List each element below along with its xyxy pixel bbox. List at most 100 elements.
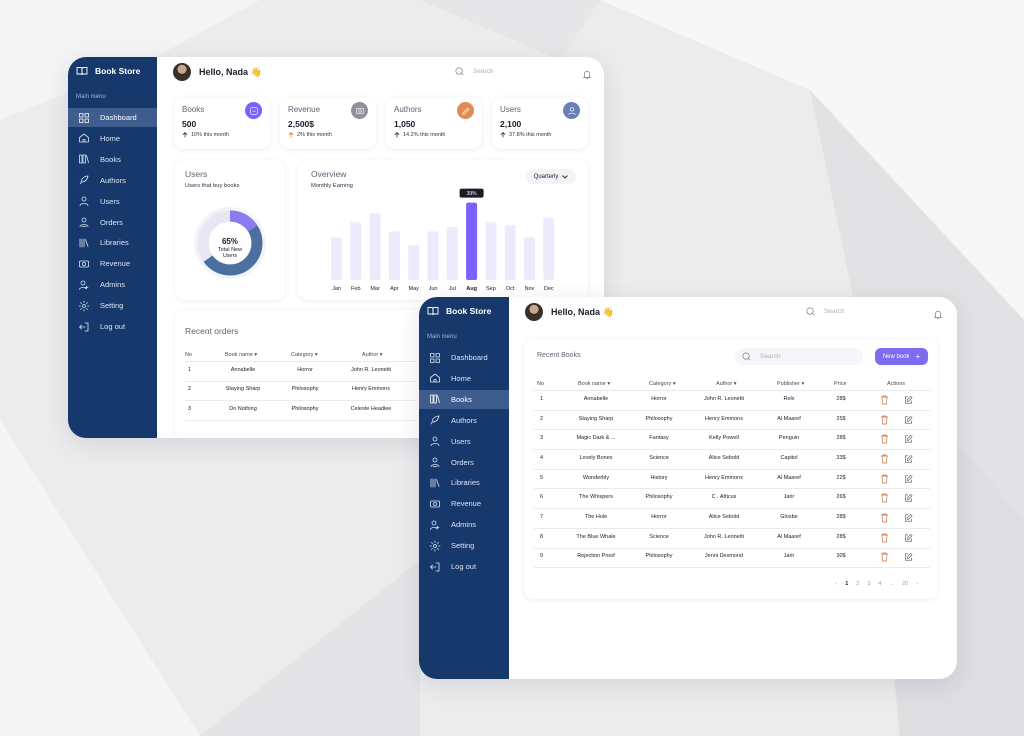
bar-jan[interactable] — [331, 237, 342, 281]
edit-icon[interactable] — [904, 493, 913, 503]
bell-icon[interactable] — [582, 67, 592, 79]
sidebar-item-books[interactable]: Books — [68, 150, 157, 169]
table-row[interactable]: 5 Wonderbly History Henry Emmons Al Maaref 22… — [534, 469, 930, 490]
stat-card-books[interactable]: Books 500 10% this month — [174, 97, 270, 149]
table-row[interactable]: 9 Rejection Proof Philosophy Jenni Desmond J… — [534, 548, 930, 569]
trash-icon[interactable] — [880, 493, 889, 503]
period-dropdown[interactable]: Quarterly — [526, 169, 576, 184]
bar-oct[interactable] — [504, 225, 516, 280]
edit-icon[interactable] — [904, 552, 913, 562]
sidebar-item-orders[interactable]: Orders — [68, 213, 157, 232]
bar-feb[interactable] — [350, 222, 362, 280]
sidebar-item-log-out[interactable]: Log out — [419, 557, 509, 576]
sidebar-item-setting[interactable]: Setting — [68, 296, 157, 315]
edit-icon[interactable] — [904, 434, 913, 444]
column-header[interactable]: No — [185, 352, 193, 358]
bar-sep[interactable] — [485, 222, 497, 280]
books-search-input[interactable]: Search — [735, 348, 863, 365]
next-page-button[interactable]: › — [916, 581, 918, 587]
edit-icon[interactable] — [904, 474, 913, 484]
edit-icon[interactable] — [904, 533, 913, 543]
trash-icon[interactable] — [880, 474, 889, 484]
column-header[interactable]: Author ▾ — [716, 381, 737, 387]
brand-logo[interactable]: Book Store — [427, 306, 491, 316]
table-row[interactable]: 8 The Blue Whale Science John R. Leonetti Al… — [534, 528, 930, 549]
new-book-button[interactable]: New book + — [875, 348, 928, 365]
edit-icon[interactable] — [904, 513, 913, 523]
sidebar-item-libraries[interactable]: Libraries — [68, 233, 157, 252]
table-row[interactable]: 2 Staying Sharp Philosophy Henry Emmons — [185, 381, 415, 401]
table-row[interactable]: 1 Annabelle Horror John R. Leonetti Relx 28$ — [534, 390, 930, 411]
column-header[interactable]: Actions — [887, 381, 906, 387]
bar-may[interactable] — [408, 245, 420, 280]
sidebar-item-admins[interactable]: Admins — [68, 275, 157, 294]
column-header[interactable]: Publisher ▾ — [777, 381, 805, 387]
table-row[interactable]: 6 The Whispers Philosophy C . Atticus Jarir 2… — [534, 489, 930, 510]
sidebar-item-label: Dashboard — [451, 353, 488, 362]
table-row[interactable]: 4 Lovely Bones Science Alice Sebold Capitol 3… — [534, 449, 930, 470]
stat-card-revenue[interactable]: Revenue 2,500$ 2% this month — [280, 97, 376, 149]
column-header[interactable]: No — [537, 381, 545, 387]
table-row[interactable]: 3 Do Nothing Philosophy Celeste Headlee — [185, 400, 415, 421]
table-row[interactable]: 2 Staying Sharp Philosophy Henry Emmons Al M… — [534, 410, 930, 431]
sidebar-item-dashboard[interactable]: Dashboard — [419, 348, 509, 367]
sidebar-item-label: Users — [451, 436, 471, 446]
table-row[interactable]: 3 Magic Dark & ... Fantasy Kelly Powell Peng… — [534, 429, 930, 451]
bar-mar[interactable] — [369, 213, 381, 280]
bar-aug[interactable] — [466, 202, 478, 280]
prev-page-button[interactable]: ‹ — [835, 581, 838, 587]
sidebar-item-home[interactable]: Home — [419, 369, 509, 388]
bar-apr[interactable] — [388, 231, 400, 280]
avatar[interactable] — [525, 303, 543, 321]
sidebar-item-revenue[interactable]: Revenue — [419, 494, 509, 513]
bar-nov[interactable] — [524, 237, 535, 281]
page-item[interactable]: 1 — [845, 581, 849, 587]
page-item[interactable]: 2 — [856, 581, 860, 587]
stat-card-users[interactable]: Users 2,100 37.8% this month — [492, 97, 588, 149]
column-header[interactable]: Author ▾ — [362, 352, 383, 358]
bar-jun[interactable] — [427, 231, 439, 280]
trash-icon[interactable] — [880, 395, 889, 405]
bell-icon[interactable] — [933, 307, 943, 319]
trash-icon[interactable] — [880, 552, 889, 562]
column-header[interactable]: Category ▾ — [291, 352, 318, 358]
sidebar-item-authors[interactable]: Authors — [68, 171, 157, 190]
trash-icon[interactable] — [880, 533, 889, 543]
search-bar[interactable]: Search — [450, 63, 570, 80]
sidebar-item-authors[interactable]: Authors — [419, 411, 509, 430]
edit-icon[interactable] — [904, 395, 913, 405]
column-header[interactable]: Book name ▾ — [225, 352, 258, 358]
sidebar-item-orders[interactable]: Orders — [419, 453, 509, 472]
edit-icon[interactable] — [904, 454, 913, 464]
table-row[interactable]: 7 The Hole Horror Alice Sebold Glosbe 28$ — [534, 508, 930, 529]
trash-icon[interactable] — [880, 415, 889, 425]
table-row[interactable]: 1 Annabelle Horror John R. Leonetti — [185, 361, 415, 382]
sidebar-item-setting[interactable]: Setting — [419, 536, 509, 555]
sidebar-item-dashboard[interactable]: Dashboard — [68, 108, 157, 127]
column-header[interactable]: Category ▾ — [649, 381, 676, 387]
stat-card-authors[interactable]: Authors 1,050 14.2% this month — [386, 97, 482, 149]
column-header[interactable]: Price — [834, 381, 847, 387]
bar-dec[interactable] — [543, 217, 555, 280]
sidebar-item-books[interactable]: Books — [419, 389, 509, 409]
sidebar-item-libraries[interactable]: Libraries — [419, 473, 509, 492]
sidebar-item-home[interactable]: Home — [68, 129, 157, 148]
sidebar-item-revenue[interactable]: Revenue — [68, 254, 157, 273]
edit-icon[interactable] — [904, 415, 913, 425]
sidebar-item-log-out[interactable]: Log out — [68, 317, 157, 336]
brand-logo[interactable]: Book Store — [76, 66, 140, 76]
page-item[interactable]: 3 — [867, 581, 871, 587]
sidebar-item-admins[interactable]: Admins — [419, 515, 509, 534]
bar-jul[interactable] — [446, 226, 458, 280]
trash-icon[interactable] — [880, 434, 889, 444]
page-item[interactable]: 20 — [902, 581, 909, 587]
column-header[interactable]: Book name ▾ — [578, 381, 611, 387]
stat-change-text: 37.8% this month — [509, 132, 552, 138]
trash-icon[interactable] — [880, 454, 889, 464]
trash-icon[interactable] — [880, 513, 889, 523]
search-bar[interactable]: Search — [801, 303, 921, 320]
page-item[interactable]: 4 — [878, 581, 882, 587]
sidebar-item-users[interactable]: Users — [419, 432, 509, 451]
avatar[interactable] — [173, 63, 191, 81]
sidebar-item-users[interactable]: Users — [68, 192, 157, 211]
